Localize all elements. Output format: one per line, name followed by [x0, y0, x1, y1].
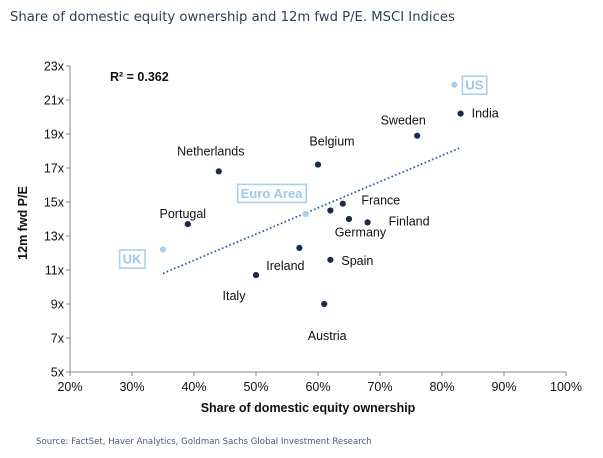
y-tick-label: 17x [44, 162, 65, 176]
x-tick-label: 20% [57, 380, 82, 394]
point-label-netherlands: Netherlands [177, 144, 244, 158]
x-tick-label: 60% [305, 380, 330, 394]
point-italy [252, 272, 260, 279]
x-tick-label: 40% [181, 380, 206, 394]
point-germany [327, 207, 334, 214]
point-label-france: France [361, 194, 400, 208]
y-axis-title: 12m fwd P/E [16, 186, 30, 260]
point-sweden [414, 132, 421, 139]
x-tick-label: 80% [429, 380, 454, 394]
point-austria [321, 300, 328, 308]
point-india [457, 110, 464, 117]
y-tick-label: 5x [51, 366, 65, 380]
y-tick-label: 13x [44, 230, 65, 244]
y-tick-label: 7x [51, 332, 65, 346]
point-label-india: India [472, 107, 499, 121]
point-germany [345, 215, 353, 223]
point-label-box-us [461, 75, 488, 95]
point-netherlands [215, 168, 222, 175]
x-tick-label: 30% [119, 380, 144, 394]
trendline [162, 146, 461, 275]
point-uk [159, 246, 167, 253]
x-tick-label: 90% [491, 380, 516, 394]
y-tick-label: 9x [51, 298, 65, 312]
point-label-belgium: Belgium [309, 135, 354, 149]
point-label-box-euro-area [236, 183, 307, 204]
point-finland [364, 219, 371, 226]
point-label-box-uk [118, 249, 146, 269]
x-tick-label: 50% [243, 380, 268, 394]
point-label-us: US [465, 78, 483, 93]
y-tick-label: 19x [44, 128, 65, 142]
x-axis-title: Share of domestic equity ownership [201, 401, 416, 415]
point-label-spain: Spain [341, 254, 373, 268]
y-tick-label: 21x [44, 94, 65, 108]
point-portugal [184, 221, 191, 228]
x-tick-label: 70% [367, 380, 392, 394]
point-us [451, 81, 458, 88]
point-label-ireland: Ireland [266, 259, 304, 273]
point-label-uk: UK [123, 252, 142, 267]
y-tick-label: 15x [44, 196, 65, 210]
point-spain [327, 256, 334, 263]
point-euro-area [302, 210, 309, 217]
x-tick-label: 100% [550, 380, 582, 394]
point-label-italy: Italy [223, 289, 247, 303]
y-tick-label: 11x [45, 264, 65, 278]
point-label-euro-area: Euro Area [241, 186, 303, 201]
point-label-austria: Austria [308, 329, 347, 343]
point-label-portugal: Portugal [160, 207, 207, 221]
source-note: Source: FactSet, Haver Analytics, Goldma… [36, 437, 372, 447]
chart-title: Share of domestic equity ownership and 1… [10, 10, 455, 25]
point-belgium [314, 161, 322, 168]
point-label-germany: Germany [335, 226, 387, 240]
r-squared-label: R² = 0.362 [110, 70, 169, 84]
point-ireland [296, 244, 303, 251]
point-label-sweden: Sweden [381, 114, 426, 128]
point-france [339, 200, 346, 207]
y-tick-label: 23x [44, 60, 65, 74]
point-label-finland: Finland [389, 214, 430, 228]
